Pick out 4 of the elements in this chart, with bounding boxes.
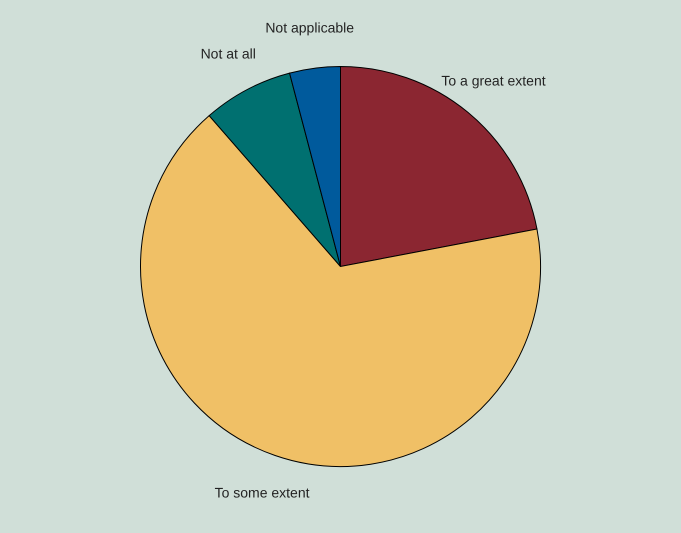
slice-label: Not applicable (265, 19, 354, 36)
slice-label: To some extent (214, 484, 310, 500)
slice-label: To a great extent (441, 72, 546, 89)
slice-label: Not at all (200, 45, 256, 62)
